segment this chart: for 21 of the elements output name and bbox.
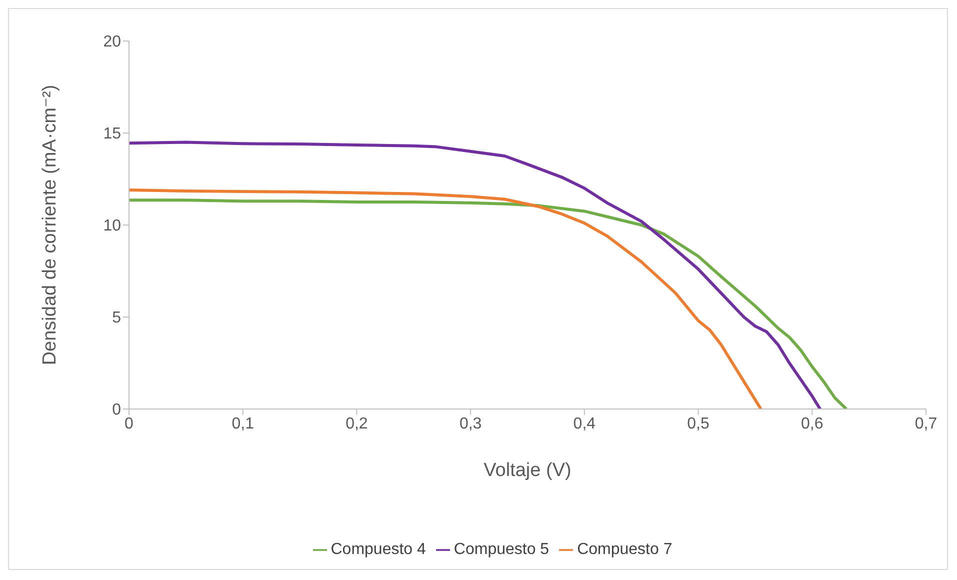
legend-label: Compuesto 7 (577, 541, 672, 558)
line-series (129, 140, 822, 409)
line-series (129, 198, 848, 409)
y-axis-title: Densidad de corriente (mA·cm⁻²) (40, 84, 61, 366)
y-tick-label: 5 (112, 310, 122, 327)
legend-label: Compuesto 4 (330, 541, 426, 558)
legend-label: Compuesto 5 (454, 541, 550, 558)
x-tick-label: 0,4 (573, 415, 596, 432)
x-tick-label: 0 (124, 415, 134, 432)
x-tick-label: 0,5 (687, 415, 710, 432)
x-tick-label: 0,3 (459, 415, 482, 432)
x-tick-label: 0,6 (801, 415, 824, 432)
y-tick-label: 0 (112, 402, 122, 419)
x-axis-title: Voltaje (V) (484, 460, 572, 481)
y-tick-label: 10 (103, 218, 122, 235)
line-series (129, 188, 762, 409)
x-tick-label: 0,2 (346, 415, 368, 432)
x-tick-label: 0,1 (232, 415, 254, 432)
y-tick-label: 15 (103, 126, 122, 143)
x-tick-label: 0,7 (914, 415, 938, 432)
y-tick-label: 20 (103, 34, 122, 51)
